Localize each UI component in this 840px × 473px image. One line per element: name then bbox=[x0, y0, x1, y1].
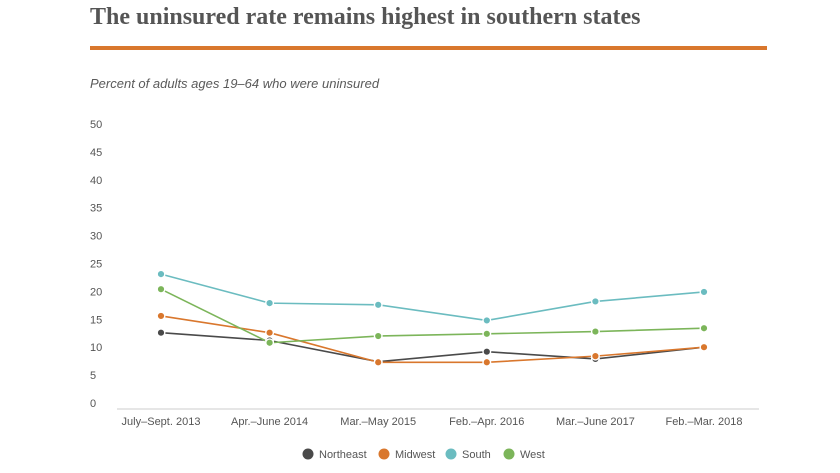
data-point-northeast bbox=[482, 347, 492, 357]
data-point-midwest bbox=[590, 351, 600, 361]
data-point-midwest bbox=[265, 328, 275, 338]
series-points bbox=[156, 269, 709, 367]
y-tick-label: 50 bbox=[90, 119, 102, 131]
x-axis: July–Sept. 2013 Apr.–June 2014 Mar.–May 20… bbox=[117, 408, 759, 428]
chart-subtitle: Percent of adults ages 19–64 who were un… bbox=[90, 76, 380, 91]
series-line-northeast bbox=[160, 331, 705, 363]
y-tick-label: 25 bbox=[90, 259, 102, 271]
legend-label-west: West bbox=[520, 449, 545, 461]
data-point-south bbox=[482, 315, 492, 325]
y-tick-label: 30 bbox=[90, 231, 102, 243]
data-point-south bbox=[156, 269, 166, 279]
data-point-west bbox=[482, 329, 492, 339]
data-point-northeast bbox=[156, 328, 166, 338]
x-tick-label: Feb.–Apr. 2016 bbox=[449, 416, 524, 428]
x-tick-label: Apr.–June 2014 bbox=[231, 416, 308, 428]
y-tick-label: 45 bbox=[90, 147, 102, 159]
legend-marker-south bbox=[445, 448, 457, 460]
data-point-midwest bbox=[156, 311, 166, 321]
x-tick-label: Mar.–June 2017 bbox=[556, 416, 635, 428]
legend-label-south: South bbox=[462, 449, 491, 461]
y-axis: 0 5 10 15 20 25 30 35 40 45 50 bbox=[90, 119, 102, 410]
y-tick-label: 35 bbox=[90, 203, 102, 215]
series-line-west bbox=[160, 288, 705, 344]
data-point-south bbox=[699, 287, 709, 297]
legend-marker-midwest bbox=[378, 448, 390, 460]
y-tick-label: 40 bbox=[90, 175, 102, 187]
x-tick-label: Feb.–Mar. 2018 bbox=[665, 416, 742, 428]
chart-title: The uninsured rate remains highest in so… bbox=[90, 4, 641, 30]
y-tick-label: 15 bbox=[90, 314, 102, 326]
data-point-midwest bbox=[482, 357, 492, 367]
data-point-west bbox=[373, 331, 383, 341]
data-point-west bbox=[265, 338, 275, 348]
x-tick-label: Mar.–May 2015 bbox=[340, 416, 416, 428]
x-tick-label: July–Sept. 2013 bbox=[122, 416, 201, 428]
legend-marker-northeast bbox=[302, 448, 314, 460]
series-line-midwest bbox=[160, 315, 705, 364]
y-tick-label: 20 bbox=[90, 286, 102, 298]
title-rule bbox=[90, 46, 767, 50]
data-point-midwest bbox=[373, 357, 383, 367]
data-point-west bbox=[156, 284, 166, 294]
y-tick-label: 0 bbox=[90, 398, 96, 410]
legend-label-midwest: Midwest bbox=[395, 449, 435, 461]
data-point-midwest bbox=[699, 342, 709, 352]
data-point-south bbox=[590, 296, 600, 306]
data-point-south bbox=[373, 300, 383, 310]
data-point-west bbox=[590, 327, 600, 337]
series-line-south bbox=[160, 273, 705, 322]
legend: Northeast Midwest South West bbox=[302, 448, 545, 461]
data-point-south bbox=[265, 298, 275, 308]
series-lines bbox=[160, 273, 705, 364]
legend-marker-west bbox=[503, 448, 515, 460]
legend-label-northeast: Northeast bbox=[319, 449, 367, 461]
y-tick-label: 5 bbox=[90, 370, 96, 382]
y-tick-label: 10 bbox=[90, 342, 102, 354]
data-point-west bbox=[699, 323, 709, 333]
